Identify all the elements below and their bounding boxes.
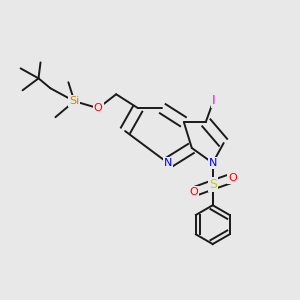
Text: O: O xyxy=(94,103,103,113)
Text: O: O xyxy=(189,187,198,197)
Text: N: N xyxy=(208,158,217,168)
Text: I: I xyxy=(212,94,215,107)
Text: O: O xyxy=(228,173,237,183)
Text: Si: Si xyxy=(69,96,80,106)
Text: N: N xyxy=(164,158,172,168)
Text: S: S xyxy=(209,178,217,191)
